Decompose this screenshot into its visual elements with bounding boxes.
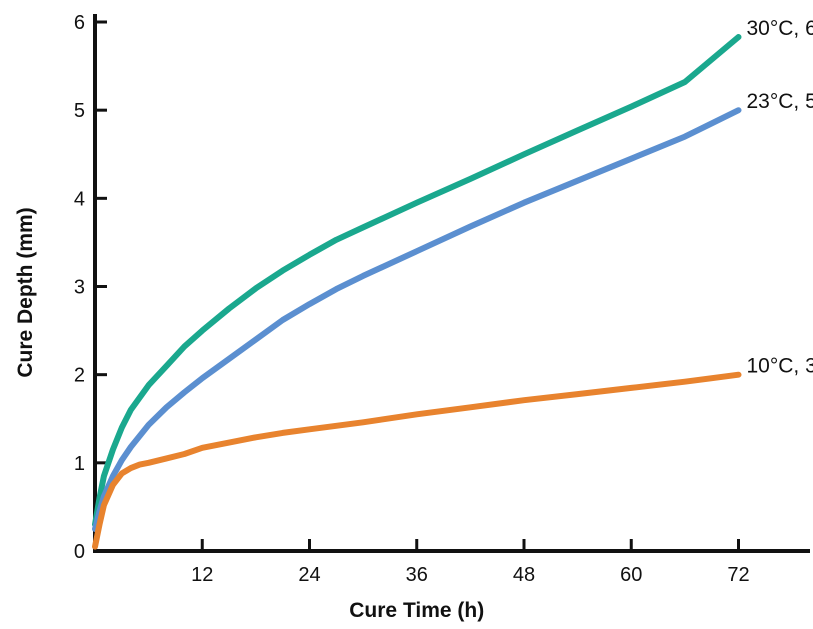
series-labels: 30°C, 60%RH 23°C, 50%RH 10°C, 30%RH [747,17,813,378]
y-axis-title: Cure Depth (mm) [14,207,37,377]
series-lines [92,34,742,550]
series-line-1 [92,107,742,532]
series-line-2 [92,371,742,550]
x-tick-label: 72 [727,564,749,586]
y-tick-label: 3 [74,277,85,299]
series-label-1: 23°C, 50%RH [747,90,813,113]
series-line-0 [92,34,742,528]
x-tick-label: 48 [513,564,535,586]
y-tick-label: 6 [74,12,85,34]
x-tick-label: 36 [406,564,428,586]
x-axis-title: Cure Time (h) [349,599,484,622]
x-tick-label: 60 [620,564,642,586]
y-tick-label: 4 [74,188,85,210]
y-tick-label: 5 [74,100,85,122]
y-tick-label: 2 [74,365,85,387]
x-tick-label: 24 [298,564,320,586]
series-label-2: 10°C, 30%RH [747,355,813,378]
y-tick-label: 1 [74,453,85,475]
y-tick-label: 0 [74,541,85,563]
series-label-0: 30°C, 60%RH [747,17,813,40]
x-tick-label: 12 [191,564,213,586]
